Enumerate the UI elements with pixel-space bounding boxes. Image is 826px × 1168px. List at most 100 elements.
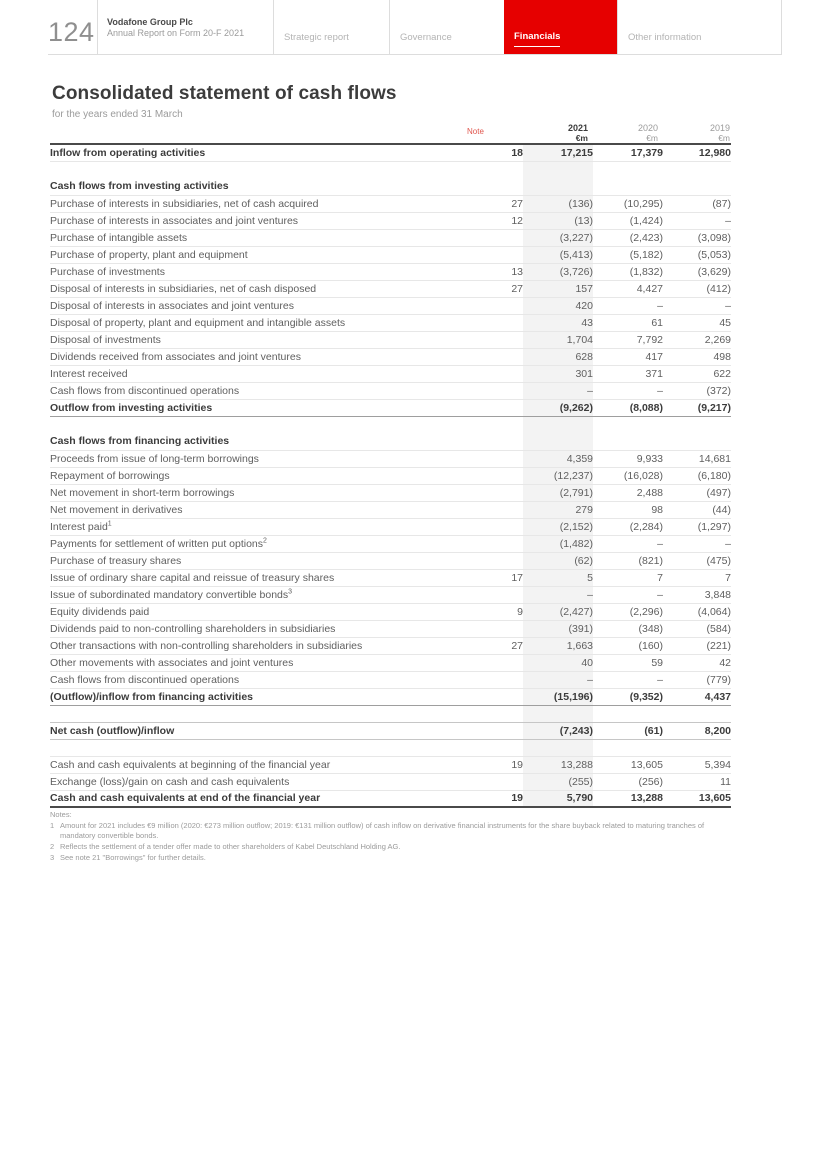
note-ref: [467, 535, 523, 553]
value-2019: 3,848: [663, 586, 731, 604]
tab-other-information[interactable]: Other information: [617, 0, 782, 54]
value-2021: [523, 433, 593, 451]
value-2019: (412): [663, 280, 731, 298]
row-label: (Outflow)/inflow from financing activiti…: [50, 688, 467, 706]
value-2019: [663, 178, 731, 196]
note-item: 3 See note 21 "Borrowings" for further de…: [50, 853, 734, 863]
value-2021: (136): [523, 195, 593, 213]
value-2021: 301: [523, 365, 593, 383]
value-2021: (2,152): [523, 518, 593, 536]
note-ref: [467, 654, 523, 672]
value-2021: (7,243): [523, 722, 593, 740]
value-2019: (3,098): [663, 229, 731, 247]
value-2020: –: [593, 297, 663, 315]
value-2020: (256): [593, 773, 663, 791]
value-2019: (221): [663, 637, 731, 655]
value-2019: [663, 433, 731, 451]
value-2021: 420: [523, 297, 593, 315]
value-2020: 61: [593, 314, 663, 332]
value-2019: 11: [663, 773, 731, 791]
company-name: Vodafone Group Plc: [107, 17, 193, 27]
value-2019: (475): [663, 552, 731, 570]
value-2019: [663, 416, 731, 433]
value-2021: 4,359: [523, 450, 593, 468]
value-2020: (2,284): [593, 518, 663, 536]
tab-governance[interactable]: Governance: [389, 0, 504, 54]
value-2019: (3,629): [663, 263, 731, 281]
note-ref: [467, 433, 523, 451]
spacer-row: [50, 161, 731, 178]
note-number: 1: [50, 821, 55, 830]
table-row: Net cash (outflow)/inflow (7,243) (61) 8,20…: [50, 722, 731, 740]
value-2020: [593, 178, 663, 196]
value-2019: –: [663, 535, 731, 553]
note-text: Reflects the settlement of a tender offe…: [60, 842, 401, 851]
note-ref: [467, 620, 523, 638]
value-2021: (1,482): [523, 535, 593, 553]
row-label: Outflow from investing activities: [50, 399, 467, 417]
value-2020: –: [593, 382, 663, 400]
row-label: Purchase of intangible assets: [50, 229, 467, 247]
value-2021: (3,726): [523, 263, 593, 281]
value-2019: (4,064): [663, 603, 731, 621]
value-2021: (391): [523, 620, 593, 638]
note-ref: 17: [467, 569, 523, 587]
note-ref: 27: [467, 195, 523, 213]
note-ref: [467, 365, 523, 383]
value-2020: (348): [593, 620, 663, 638]
note-ref: 13: [467, 263, 523, 281]
table-row: Purchase of interests in subsidiaries, n…: [50, 195, 731, 213]
value-2020: 13,605: [593, 756, 663, 774]
row-label: Net cash (outflow)/inflow: [50, 722, 467, 740]
row-label: Proceeds from issue of long-term borrowi…: [50, 450, 467, 468]
tab-strategic-report[interactable]: Strategic report: [273, 0, 389, 54]
value-2021: (5,413): [523, 246, 593, 264]
table-row: Disposal of interests in subsidiaries, n…: [50, 280, 731, 298]
value-2021: 13,288: [523, 756, 593, 774]
table-row: Equity dividends paid 9 (2,427) (2,296) (4,0…: [50, 603, 731, 621]
footnotes-list: 1 Amount for 2021 includes €9 million (20…: [50, 821, 734, 863]
table-header: Note 2021 €m 2020 €m 2019 €m: [50, 123, 731, 145]
note-number: 2: [50, 842, 55, 851]
value-2020: (821): [593, 552, 663, 570]
note-ref: [467, 450, 523, 468]
note-ref: [467, 314, 523, 332]
tab-financials[interactable]: Financials: [504, 0, 617, 54]
value-2021: 157: [523, 280, 593, 298]
value-2020: 13,288: [593, 790, 663, 808]
value-2020: [593, 416, 663, 433]
table-row: Purchase of intangible assets (3,227) (2,4…: [50, 229, 731, 247]
note-text: See note 21 "Borrowings" for further det…: [60, 853, 206, 862]
note-ref: [467, 739, 523, 757]
table-row: Purchase of treasury shares (62) (821) (475…: [50, 552, 731, 570]
value-2021: 43: [523, 314, 593, 332]
row-label: Equity dividends paid: [50, 603, 467, 621]
table-row: Repayment of borrowings (12,237) (16,028)(…: [50, 467, 731, 485]
footnotes: Notes: 1 Amount for 2021 includes €9 mill…: [50, 810, 734, 863]
note-item: 2 Reflects the settlement of a tender off…: [50, 842, 734, 852]
note-ref: 12: [467, 212, 523, 230]
value-2020: (61): [593, 722, 663, 740]
note-ref: [467, 467, 523, 485]
note-ref: [467, 246, 523, 264]
value-2020: (2,296): [593, 603, 663, 621]
note-ref: [467, 399, 523, 417]
value-2020: [593, 433, 663, 451]
note-ref: [467, 501, 523, 519]
row-label: Inflow from operating activities: [50, 144, 467, 162]
value-2020: (16,028): [593, 467, 663, 485]
note-ref: [467, 671, 523, 689]
value-2020: 17,379: [593, 144, 663, 162]
row-label: [50, 416, 467, 433]
value-2020: (2,423): [593, 229, 663, 247]
table-row: Interest paid1 (2,152) (2,284) (1,297): [50, 518, 731, 536]
value-2020: [593, 161, 663, 178]
value-2021: 5,790: [523, 790, 593, 808]
spacer-row: [50, 705, 731, 723]
row-label: Interest paid1: [50, 518, 467, 536]
value-2019: 498: [663, 348, 731, 366]
value-2021: 5: [523, 569, 593, 587]
page-subtitle: for the years ended 31 March: [52, 109, 183, 120]
value-2019: 45: [663, 314, 731, 332]
note-ref: 27: [467, 280, 523, 298]
